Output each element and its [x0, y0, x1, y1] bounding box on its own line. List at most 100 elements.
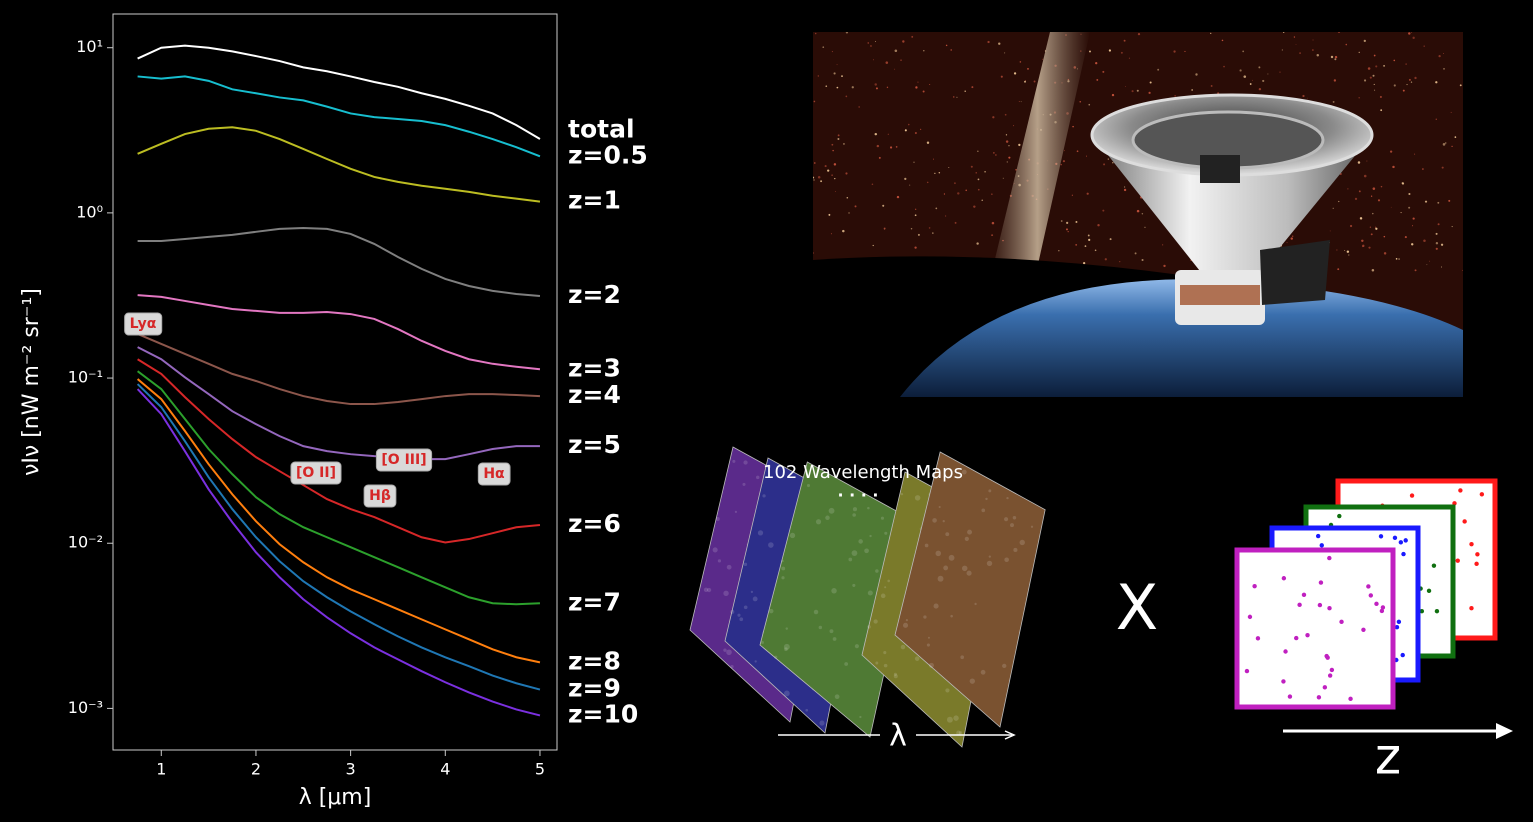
star: [964, 90, 966, 93]
map-texture: [743, 460, 748, 465]
series-label: z=7: [568, 587, 621, 616]
star: [1414, 269, 1417, 272]
star: [885, 61, 889, 64]
catalog-galaxy: [1247, 614, 1253, 620]
star: [820, 180, 823, 183]
star: [1423, 45, 1425, 47]
star: [1239, 69, 1242, 72]
star: [926, 181, 929, 184]
star: [870, 45, 872, 47]
map-texture: [869, 534, 872, 538]
star: [1004, 113, 1007, 116]
map-texture: [858, 539, 863, 544]
map-texture: [859, 715, 862, 719]
star: [1408, 206, 1411, 209]
solar-panel: [1260, 240, 1330, 305]
star: [1123, 188, 1127, 192]
star: [932, 232, 934, 234]
star: [1414, 153, 1416, 155]
star: [1058, 250, 1060, 252]
star: [1075, 243, 1078, 246]
series-line: [137, 333, 541, 406]
star: [928, 227, 931, 229]
map-texture: [926, 643, 930, 647]
star: [1221, 39, 1224, 42]
star: [1414, 76, 1417, 80]
star: [1008, 156, 1011, 159]
star: [1066, 221, 1069, 225]
map-texture: [942, 520, 945, 523]
star: [1102, 70, 1105, 73]
map-texture: [781, 566, 786, 571]
series-label: z=1: [568, 186, 621, 215]
star: [954, 221, 957, 224]
map-texture: [726, 564, 732, 570]
star: [1363, 79, 1367, 82]
map-texture: [980, 669, 986, 675]
catalog-galaxy: [1452, 501, 1457, 506]
map-texture: [734, 510, 738, 513]
star: [1347, 188, 1349, 190]
star: [1375, 227, 1378, 230]
star: [976, 242, 979, 245]
star: [1435, 247, 1438, 250]
map-texture: [706, 587, 712, 593]
map-texture: [1002, 663, 1007, 669]
star: [1459, 84, 1462, 87]
catalog-galaxy: [1462, 519, 1467, 524]
z-label: z: [1375, 728, 1401, 786]
star: [1332, 100, 1335, 103]
catalog-galaxy: [1327, 673, 1333, 678]
star: [1067, 231, 1069, 233]
star: [836, 64, 838, 66]
annotation: [O III]: [381, 452, 426, 468]
star: [1128, 57, 1130, 59]
catalog-galaxy: [1287, 694, 1293, 699]
map-texture: [742, 482, 746, 486]
star: [1383, 252, 1387, 255]
catalog-galaxy: [1318, 580, 1324, 585]
star: [1395, 258, 1398, 260]
lambda-label: λ: [889, 719, 907, 754]
map-texture: [953, 715, 959, 721]
series-label: z=6: [568, 509, 621, 538]
series-label: total: [568, 114, 635, 143]
star: [1344, 250, 1346, 251]
star: [1400, 212, 1402, 214]
map-texture: [974, 602, 977, 606]
star: [948, 167, 950, 168]
catalog-galaxy: [1426, 588, 1432, 594]
star: [1279, 71, 1281, 73]
star: [1258, 66, 1261, 69]
star: [1450, 111, 1452, 113]
star: [992, 152, 995, 154]
star: [1002, 177, 1004, 179]
map-texture: [928, 662, 934, 668]
star: [1281, 49, 1283, 51]
star: [1019, 61, 1022, 63]
star: [1393, 59, 1396, 62]
star: [1141, 258, 1144, 262]
star: [874, 83, 877, 86]
star: [1372, 74, 1375, 77]
map-texture: [1019, 539, 1025, 546]
star: [846, 196, 849, 199]
star: [889, 146, 893, 149]
map-texture: [945, 532, 950, 537]
star: [833, 163, 837, 166]
star: [1358, 97, 1360, 99]
map-texture: [818, 625, 823, 630]
star: [914, 208, 917, 211]
star: [1311, 49, 1314, 52]
series-label: z=3: [568, 353, 621, 382]
star: [1362, 246, 1364, 248]
star: [1107, 158, 1109, 160]
catalog-galaxy: [1368, 593, 1374, 598]
star: [1451, 226, 1453, 228]
catalog-galaxy: [1283, 649, 1288, 654]
map-texture: [927, 636, 930, 639]
catalog-box: [1234, 547, 1396, 710]
map-texture: [805, 708, 809, 712]
star: [813, 179, 815, 181]
star: [875, 87, 878, 90]
